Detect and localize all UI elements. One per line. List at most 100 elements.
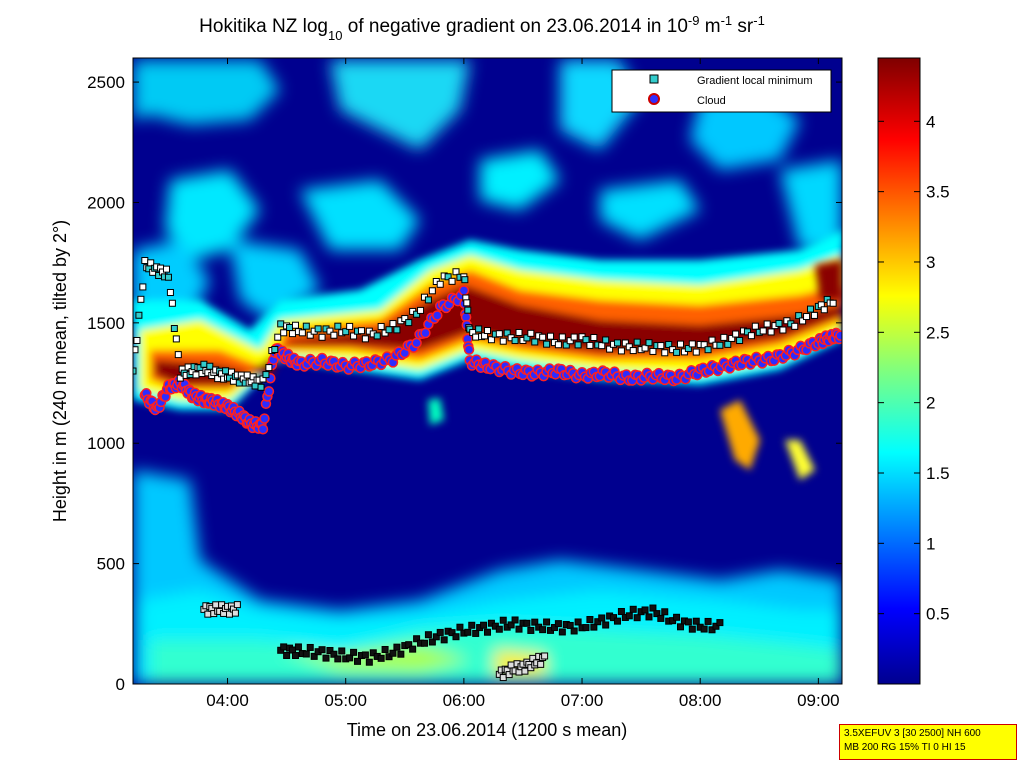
gradient-minimum-point (779, 326, 787, 334)
gradient-minimum-point (330, 650, 338, 658)
gradient-minimum-point (361, 335, 369, 343)
gradient-minimum-point (302, 322, 310, 330)
gradient-minimum-point (688, 340, 696, 348)
gradient-minimum-point (767, 328, 775, 336)
gradient-minimum-point (523, 334, 531, 342)
gradient-minimum-point (322, 654, 330, 662)
gradient-minimum-point (463, 299, 471, 307)
gradient-minimum-point (200, 360, 208, 368)
info-line-1: 3.5XEFUV 3 [30 2500] NH 600 (844, 728, 981, 739)
gradient-minimum-point (594, 618, 602, 626)
gradient-minimum-point (803, 313, 811, 321)
gradient-minimum-point (397, 650, 405, 658)
colorbar-tick-label: 3 (926, 253, 935, 272)
legend-box (611, 69, 832, 113)
gradient-minimum-point (389, 649, 397, 657)
colorbar-tick-label: 2.5 (926, 323, 950, 342)
gradient-minimum-point (507, 661, 515, 669)
gradient-minimum-point (141, 257, 149, 265)
gradient-minimum-point (610, 614, 618, 622)
colorbar (877, 57, 921, 685)
gradient-minimum-point (716, 619, 724, 627)
gradient-minimum-point (133, 336, 141, 344)
gradient-minimum-point (310, 652, 318, 660)
gradient-minimum-point (306, 331, 314, 339)
gradient-minimum-point (570, 333, 578, 341)
gradient-minimum-point (499, 616, 507, 624)
gradient-minimum-point (286, 323, 294, 331)
gradient-minimum-point (590, 623, 598, 631)
gradient-minimum-point (204, 610, 212, 618)
legend-circle-marker (648, 93, 660, 105)
gradient-minimum-point (747, 332, 755, 340)
gradient-minimum-point (330, 331, 338, 339)
gradient-minimum-point (633, 338, 641, 346)
x-axis: 04:00 05:00 06:00 07:00 08:00 09:00 (206, 58, 840, 710)
gradient-minimum-point (598, 614, 606, 622)
gradient-minimum-point (326, 327, 334, 335)
cloud-point (463, 344, 475, 355)
cloud-point (259, 413, 270, 424)
gradient-minimum-point (673, 348, 681, 356)
gradient-minimum-point (393, 326, 401, 334)
gradient-minimum-point (475, 325, 483, 333)
gradient-minimum-point (507, 621, 515, 629)
gradient-minimum-point (728, 334, 736, 342)
gradient-minimum-point (440, 636, 448, 644)
gradient-minimum-point (582, 624, 590, 632)
gradient-minimum-point (657, 342, 665, 350)
gradient-minimum-point (243, 371, 251, 379)
gradient-minimum-point (377, 322, 385, 330)
y-axis: 0 500 1000 1500 2000 2500 (87, 73, 842, 694)
gradient-minimum-point (515, 625, 523, 633)
cloud-point (432, 310, 443, 321)
gradient-minimum-point (495, 625, 503, 633)
gradient-minimum-point (799, 317, 807, 325)
gradient-minimum-point (692, 617, 700, 625)
cloud-point (263, 386, 275, 397)
gradient-minimum-point (562, 341, 570, 349)
gradient-minimum-point (665, 340, 673, 348)
colorbar-ticks: 0.5 1 1.5 2 2.5 3 3.5 4 (878, 112, 950, 624)
gradient-minimum-point (262, 371, 270, 379)
gradient-minimum-point (452, 633, 460, 641)
gradient-minimum-point (499, 337, 507, 345)
gradient-minimum-point (436, 628, 444, 636)
gradient-minimum-point (617, 607, 625, 615)
gradient-minimum-point (537, 660, 545, 668)
gradient-minimum-point (523, 619, 531, 627)
gradient-minimum-point (505, 671, 513, 679)
gradient-minimum-point (521, 667, 529, 675)
gradient-minimum-point (346, 322, 354, 330)
gradient-minimum-point (641, 606, 649, 614)
y-tick-label: 2500 (87, 73, 125, 92)
gradient-minimum-point (413, 310, 421, 318)
gradient-minimum-point (602, 621, 610, 629)
gradient-minimum-point (558, 628, 566, 636)
gradient-minimum-point (806, 305, 814, 313)
x-tick-label: 06:00 (443, 691, 486, 710)
heatmap (133, 58, 842, 684)
gradient-minimum-point (570, 627, 578, 635)
gradient-minimum-point (389, 320, 397, 328)
gradient-minimum-point (716, 341, 724, 349)
gradient-minimum-point (613, 617, 621, 625)
gradient-minimum-point (708, 336, 716, 344)
gradient-minimum-point (539, 333, 547, 341)
legend-label-gradient: Gradient local minimum (697, 75, 813, 87)
gradient-minimum-point (582, 336, 590, 344)
gradient-minimum-point (484, 327, 491, 335)
gradient-minimum-point (554, 620, 562, 628)
gradient-minimum-point (452, 268, 460, 276)
gradient-minimum-point (289, 330, 297, 338)
gradient-minimum-point (424, 631, 432, 639)
colorbar-tick-label: 1 (926, 534, 935, 553)
gradient-minimum-point (271, 346, 279, 354)
gradient-minimum-point (574, 341, 582, 349)
gradient-minimum-point (539, 626, 547, 634)
gradient-minimum-point (759, 327, 767, 335)
gradient-minimum-point (700, 625, 708, 633)
gradient-minimum-point (318, 646, 326, 654)
gradient-minimum-point (732, 330, 740, 338)
gradient-minimum-point (736, 337, 744, 345)
